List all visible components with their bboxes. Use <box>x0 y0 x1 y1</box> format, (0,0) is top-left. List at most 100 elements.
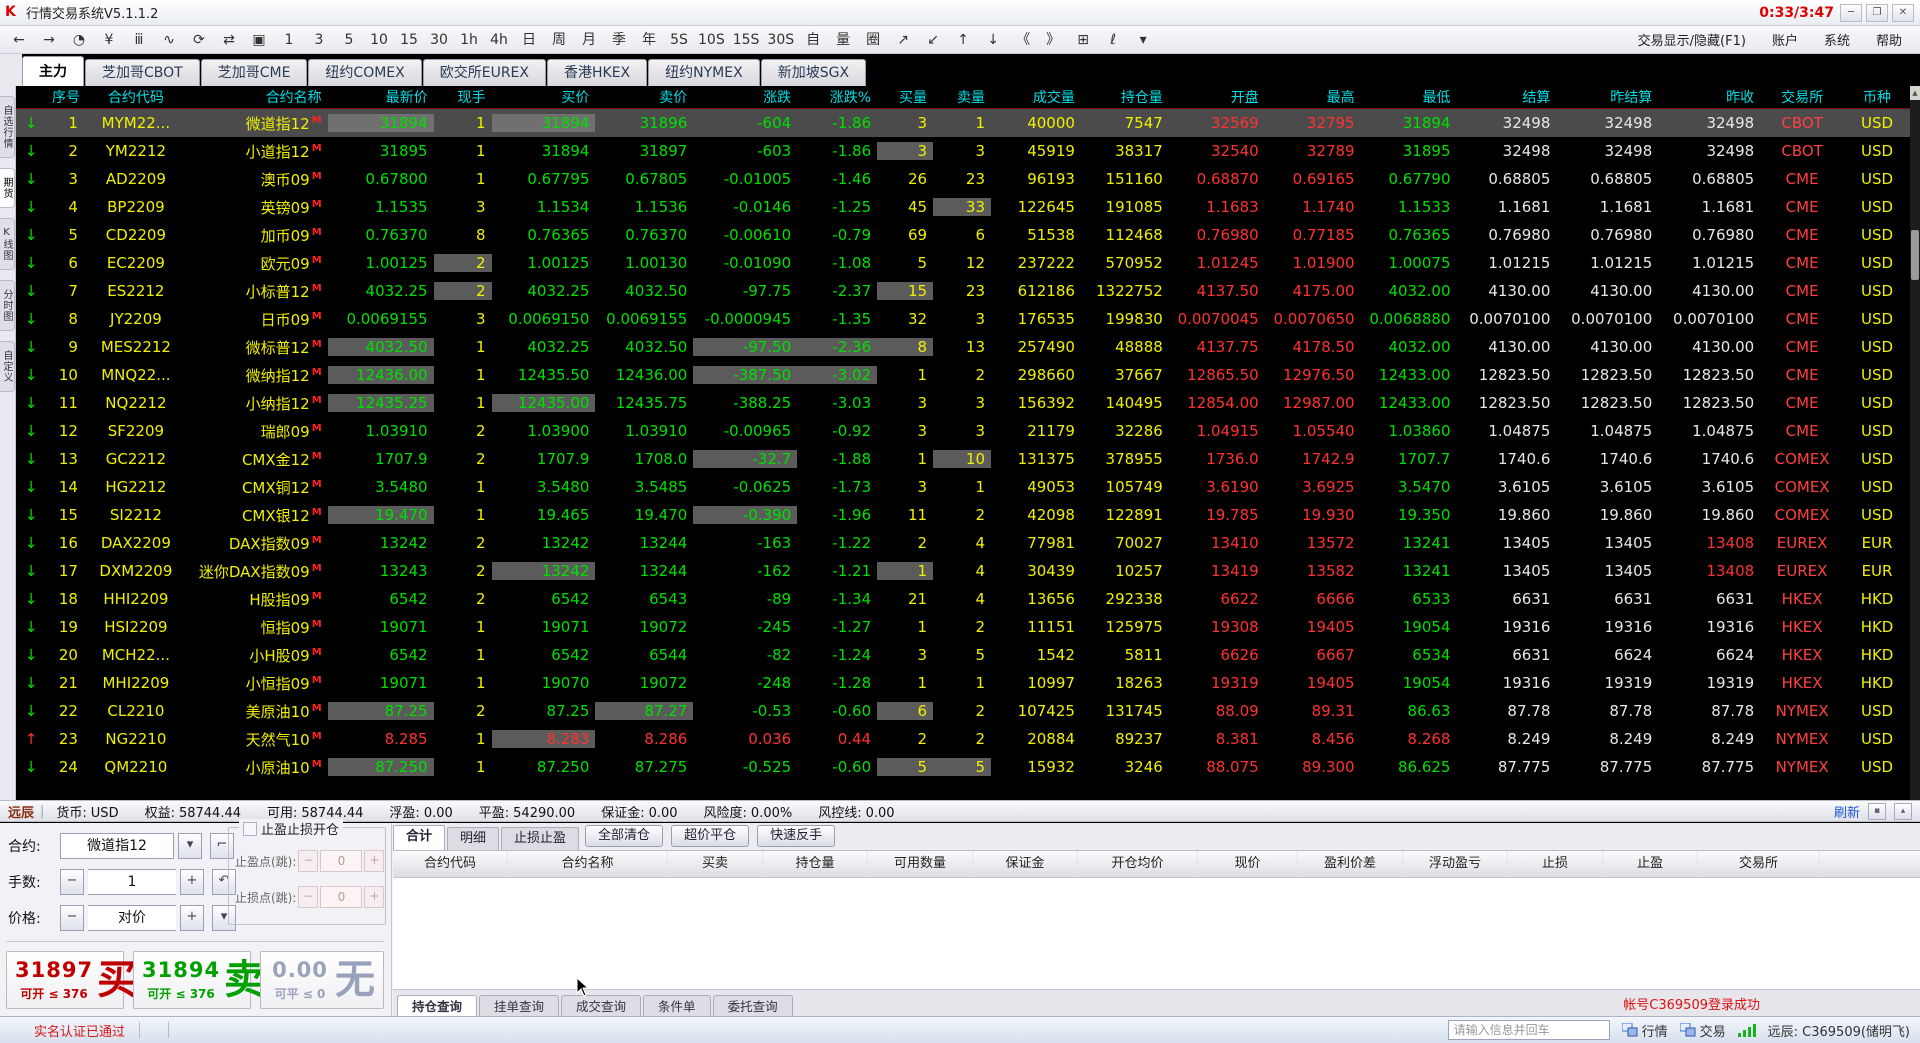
lock-icon[interactable]: ▪ <box>1868 802 1886 820</box>
price-input[interactable]: 对价 <box>88 905 176 931</box>
sidebar-tab[interactable]: 自选行情 <box>0 96 15 158</box>
column-header[interactable]: 涨跌% <box>829 90 872 106</box>
toolbar-forward-button[interactable]: → <box>43 31 55 48</box>
toolbar-grid-button[interactable]: ⊞ <box>1077 31 1089 48</box>
sell-button[interactable]: 31894 可开 ≤ 376 卖 <box>133 951 264 1009</box>
quote-row[interactable]: ↓ 14 HG2212 CMX铜12 M 3.5480 1 3.5480 3.5485 -0.06… <box>16 473 1910 501</box>
query-tab[interactable]: 委托查询 <box>712 995 793 1018</box>
column-header[interactable]: 卖量 <box>957 90 985 106</box>
quote-row[interactable]: ↓ 15 SI2212 CMX银12 M 19.470 1 19.465 19.470 -0.39… <box>16 501 1910 529</box>
toolbar-period-10-button[interactable]: 10 <box>370 31 388 48</box>
buy-button[interactable]: 31897 可开 ≤ 376 买 <box>6 951 137 1009</box>
column-header[interactable]: 买量 <box>899 90 928 106</box>
toolbar-page-prev-button[interactable]: 《 <box>1016 31 1031 48</box>
sidebar-tab[interactable]: K线图 <box>0 218 15 270</box>
quote-row[interactable]: ↓ 7 ES2212 小标普12 M 4032.25 2 4032.25 4032.50 -97.… <box>16 277 1910 305</box>
quote-row[interactable]: ↓ 6 EC2209 欧元09 M 1.00125 2 1.00125 1.00130 -0.01… <box>16 249 1910 277</box>
toolbar-period-3-button[interactable]: 3 <box>314 31 324 48</box>
positions-column-header[interactable]: 保证金 <box>973 851 1078 877</box>
toolbar-period-5-button[interactable]: 5 <box>344 31 354 48</box>
toolbar-time-button[interactable]: ◔ <box>72 31 86 48</box>
market-tab[interactable]: 新加坡SGX <box>760 59 867 86</box>
toolbar-period-30-button[interactable]: 30 <box>430 31 448 48</box>
quote-row[interactable]: ↓ 8 JY2209 日币09 M 0.0069155 3 0.0069150 0.006915… <box>16 305 1910 333</box>
close-button[interactable]: ✕ <box>1892 3 1914 22</box>
menu-item[interactable]: 交易显示/隐藏(F1) <box>1637 34 1746 49</box>
toolbar-period-15-button[interactable]: 15 <box>400 31 418 48</box>
column-header[interactable]: 交易所 <box>1781 90 1824 106</box>
quote-row[interactable]: ↓ 2 YM2212 小道指12 M 31895 1 31894 31897 -603 -1.86 3… <box>16 137 1910 165</box>
column-header[interactable]: 持仓量 <box>1120 90 1163 106</box>
column-header[interactable]: 最高 <box>1326 90 1355 106</box>
sidebar-tab[interactable]: 期货 <box>0 168 15 208</box>
quote-row[interactable]: ↑ 23 NG2210 天然气10 M 8.285 1 8.283 8.286 0.036 0.44… <box>16 725 1910 753</box>
quote-row[interactable]: ↓ 19 HSI2209 恒指09 M 19071 1 19071 19072 -245 -1.27… <box>16 613 1910 641</box>
sl-plus-button[interactable]: + <box>364 886 385 908</box>
column-header[interactable]: 序号 <box>51 90 80 106</box>
market-tab[interactable]: 芝加哥CBOT <box>85 59 200 86</box>
column-header[interactable]: 昨收 <box>1726 90 1755 106</box>
market-tab[interactable]: 香港HKEX <box>547 59 648 86</box>
query-tab[interactable]: 条件单 <box>643 995 711 1018</box>
minimize-button[interactable]: ─ <box>1840 3 1862 22</box>
tp-plus-button[interactable]: + <box>364 850 385 872</box>
quote-row[interactable]: ↓ 3 AD2209 澳币09 M 0.67800 1 0.67795 0.67805 -0.01… <box>16 165 1910 193</box>
positions-tab[interactable]: 明细 <box>447 827 500 850</box>
toolbar-scroll-down-button[interactable]: ↓ <box>987 31 999 48</box>
toolbar-period-1h-button[interactable]: 1h <box>460 31 478 48</box>
positions-column-header[interactable]: 持仓量 <box>763 851 868 877</box>
tp-input[interactable]: 0 <box>320 850 363 872</box>
positions-action-button[interactable]: 超价平仓 <box>671 825 750 847</box>
query-tab[interactable]: 成交查询 <box>561 995 642 1018</box>
sidebar-tab[interactable]: 自定义 <box>0 341 15 392</box>
toolbar-period-1-button[interactable]: 1 <box>284 31 294 48</box>
lots-undo-icon[interactable]: ↶ <box>212 869 236 895</box>
sl-input[interactable]: 0 <box>320 886 363 908</box>
toolbar-period-30s-button[interactable]: 30S <box>767 31 795 48</box>
market-tab[interactable]: 纽约NYMEX <box>648 59 760 86</box>
toolbar-zoom-in-button[interactable]: ↗ <box>897 31 909 48</box>
lots-input[interactable]: 1 <box>88 869 176 895</box>
column-header[interactable]: 最新价 <box>385 90 428 106</box>
column-header[interactable]: 卖价 <box>659 90 688 106</box>
tp-minus-button[interactable]: − <box>298 850 319 872</box>
positions-action-button[interactable]: 快速反手 <box>757 825 836 847</box>
toolbar-period-15s-button[interactable]: 15S <box>732 31 760 48</box>
price-minus-button[interactable]: − <box>60 905 84 931</box>
sl-minus-button[interactable]: − <box>298 886 319 908</box>
column-header[interactable]: 成交量 <box>1032 90 1075 106</box>
quote-row[interactable]: ↓ 24 QM2210 小原油10 M 87.250 1 87.250 87.275 -0.525… <box>16 753 1910 781</box>
price-plus-button[interactable]: + <box>180 905 204 931</box>
close-position-button[interactable]: 0.00 可平 ≤ 0 无 <box>260 951 384 1009</box>
quote-row[interactable]: ↓ 10 MNQ22... 微纳指12 M 12436.00 1 12435.50 12436.… <box>16 361 1910 389</box>
toolbar-candle-button[interactable]: ⅲ <box>134 31 144 48</box>
positions-column-header[interactable]: 开仓均价 <box>1078 851 1198 877</box>
quote-row[interactable]: ↓ 4 BP2209 英镑09 M 1.1535 3 1.1534 1.1536 -0.0146 -… <box>16 193 1910 221</box>
quote-row[interactable]: ↓ 16 DAX2209 DAX指数09 M 13242 2 13242 13244 -163 -1… <box>16 529 1910 557</box>
column-header[interactable]: 买价 <box>561 90 590 106</box>
contract-dropdown-icon[interactable]: ▾ <box>178 833 202 859</box>
sidebar-tab[interactable]: 分时图 <box>0 280 15 331</box>
toolbar-period-week-button[interactable]: 周 <box>552 31 566 48</box>
query-tab[interactable]: 持仓查询 <box>397 995 478 1018</box>
refresh-link[interactable]: 刷新 <box>1833 805 1860 821</box>
column-header[interactable]: 最低 <box>1422 90 1451 106</box>
toolbar-zoom-out-button[interactable]: ↙ <box>927 31 939 48</box>
toolbar-more-dropdown-button[interactable]: ▾ <box>1139 31 1147 48</box>
positions-column-header[interactable]: 合约名称 <box>508 851 668 877</box>
menu-item[interactable]: 帮助 <box>1875 34 1902 49</box>
column-header[interactable]: 币种 <box>1863 90 1892 106</box>
toolbar-draw-circle-button[interactable]: 圈 <box>866 31 881 48</box>
positions-action-button[interactable]: 全部清仓 <box>585 825 664 847</box>
toolbar-period-4h-button[interactable]: 4h <box>490 31 508 48</box>
toolbar-volume-button[interactable]: 量 <box>836 31 851 48</box>
quote-row[interactable]: ↓ 9 MES2212 微标普12 M 4032.50 1 4032.25 4032.50 -97… <box>16 333 1910 361</box>
column-header[interactable]: 结算 <box>1522 90 1551 106</box>
toolbar-save-button[interactable]: ▣ <box>252 31 266 48</box>
toolbar-period-10s-button[interactable]: 10S <box>698 31 725 48</box>
quote-connection[interactable]: 行情 <box>1621 1021 1668 1040</box>
toolbar-period-year-button[interactable]: 年 <box>642 31 656 48</box>
column-header[interactable]: 现手 <box>457 90 486 106</box>
column-header[interactable]: 合约名称 <box>265 90 322 106</box>
positions-column-header[interactable]: 合约代码 <box>393 851 508 877</box>
